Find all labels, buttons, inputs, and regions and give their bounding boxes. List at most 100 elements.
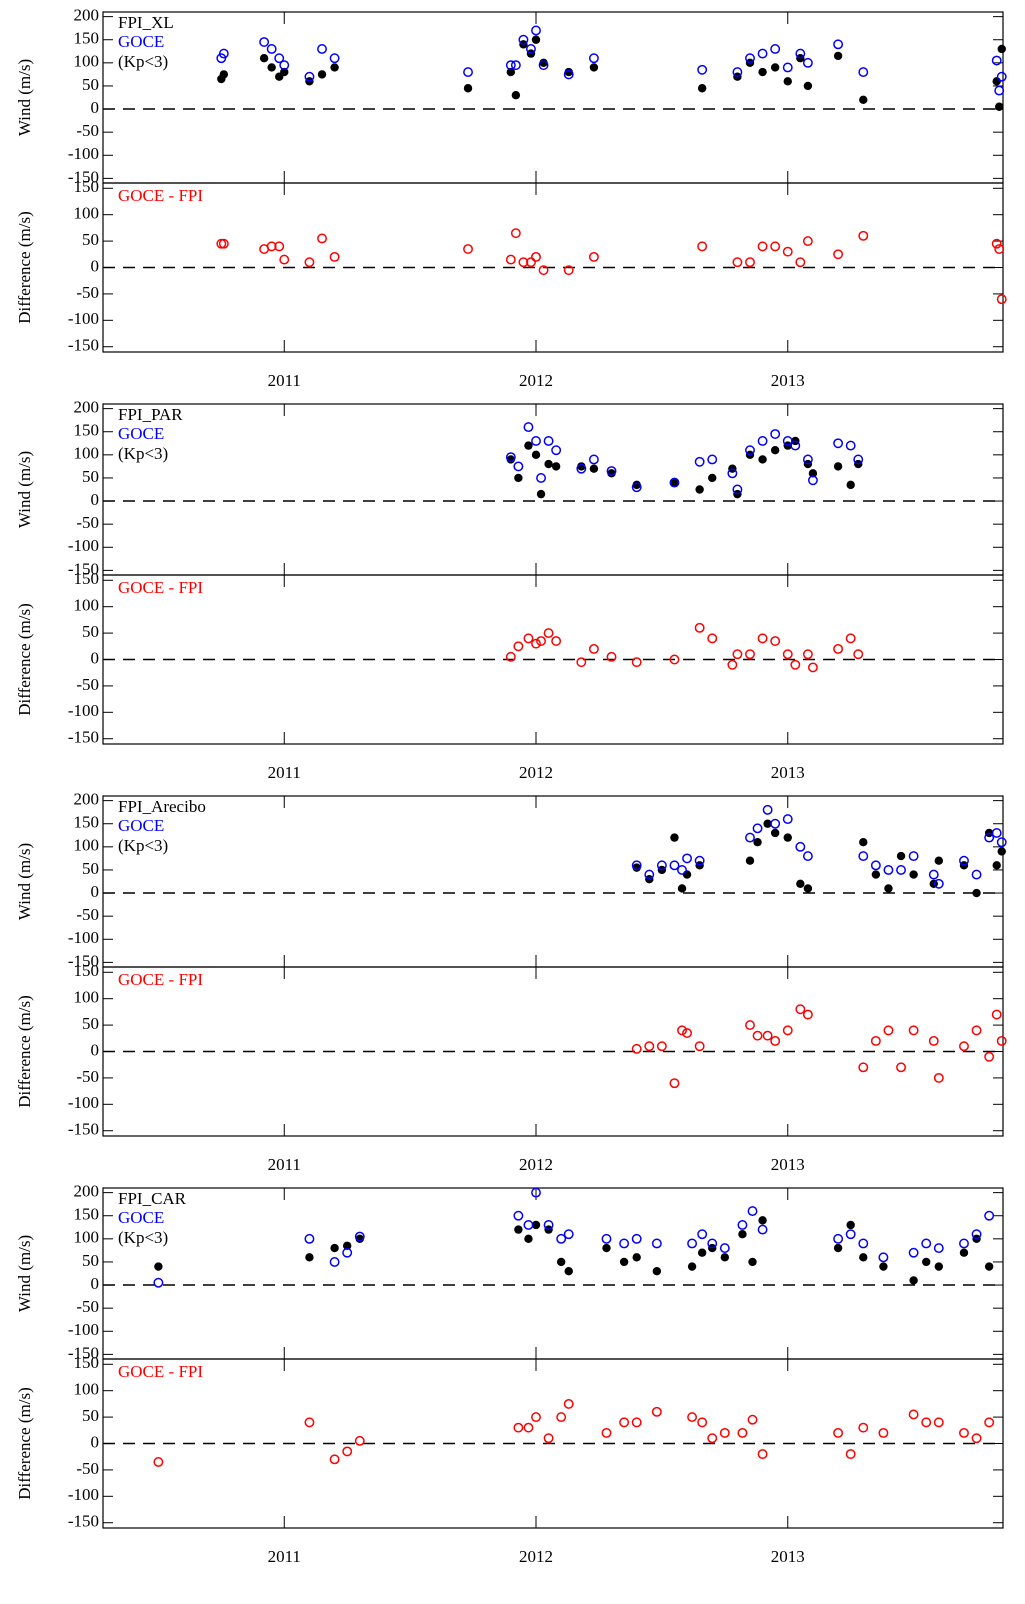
data-point <box>511 90 521 100</box>
data-point <box>463 244 473 254</box>
data-point <box>669 1078 680 1089</box>
data-point <box>619 1257 629 1267</box>
data-point <box>908 1247 919 1258</box>
data-point <box>563 1398 574 1409</box>
data-point <box>218 238 229 249</box>
data-point <box>576 657 587 668</box>
data-point <box>543 628 554 639</box>
data-point <box>871 870 881 879</box>
data-point <box>845 440 856 451</box>
y-tick-label: 150 <box>74 813 100 832</box>
y-tick-label: -50 <box>76 1297 99 1316</box>
data-point <box>933 878 944 889</box>
data-point <box>984 1051 995 1062</box>
data-point <box>266 241 277 252</box>
data-point <box>757 48 768 59</box>
plot-frame <box>102 11 1004 184</box>
data-point <box>266 44 277 54</box>
data-point <box>783 833 792 842</box>
data-point <box>858 1062 869 1073</box>
y-tick-label: -100 <box>68 701 99 720</box>
y-tick-label: 150 <box>74 1205 100 1224</box>
y-tick-label: 150 <box>74 569 100 588</box>
data-point <box>896 851 906 861</box>
data-point <box>695 485 704 494</box>
y-tick-label: 0 <box>91 1432 100 1451</box>
legend-label: FPI_CAR <box>118 1189 187 1208</box>
data-point <box>858 1238 869 1249</box>
data-point <box>317 70 327 79</box>
data-point <box>833 438 844 449</box>
y-tick-label: -50 <box>76 283 99 302</box>
data-point <box>330 1243 339 1253</box>
data-point <box>833 39 844 50</box>
data-point <box>833 1233 844 1244</box>
data-point <box>790 440 801 451</box>
y-axis-label: Wind (m/s) <box>15 1235 34 1312</box>
data-point <box>795 841 806 852</box>
x-tick-label: 2012 <box>519 1155 553 1174</box>
data-point <box>859 1253 868 1262</box>
data-point <box>745 445 755 456</box>
data-point <box>564 1266 573 1276</box>
y-tick-label: -100 <box>68 309 99 328</box>
data-point <box>631 482 642 493</box>
data-point <box>783 77 792 86</box>
y-tick-label: 50 <box>82 622 99 641</box>
y-tick-label: 0 <box>91 882 100 901</box>
y-tick-label: -150 <box>68 167 99 186</box>
data-point <box>682 853 693 864</box>
y-tick-label: 0 <box>91 256 100 275</box>
legend-label: GOCE <box>118 1208 164 1227</box>
data-point <box>752 1030 763 1041</box>
data-point <box>807 662 818 673</box>
data-point <box>996 837 1007 848</box>
data-point <box>677 1025 687 1036</box>
y-tick-label: 100 <box>74 1380 100 1399</box>
data-point <box>506 67 516 77</box>
legend-label: GOCE <box>118 424 164 443</box>
data-point <box>737 1427 748 1438</box>
y-tick-label: -150 <box>68 1512 99 1531</box>
x-tick-label: 2013 <box>771 1547 805 1566</box>
data-point <box>602 1243 611 1253</box>
data-point <box>803 81 813 91</box>
data-point <box>879 1262 888 1271</box>
y-tick-label: 50 <box>82 75 99 94</box>
data-point <box>732 484 743 495</box>
data-point <box>878 1427 889 1438</box>
data-point <box>707 454 718 465</box>
data-point <box>795 48 806 59</box>
data-point <box>304 1417 315 1428</box>
legend-label: GOCE - FPI <box>118 578 203 597</box>
data-point <box>631 1417 642 1428</box>
data-point <box>859 838 868 847</box>
data-point <box>463 84 473 93</box>
y-tick-label: -100 <box>68 928 99 947</box>
y-tick-label: 200 <box>74 790 100 809</box>
data-point <box>274 53 285 64</box>
data-point <box>707 1238 718 1249</box>
data-point <box>747 1414 758 1425</box>
data-point <box>883 1025 894 1036</box>
y-tick-label: 150 <box>74 421 100 440</box>
data-point <box>531 25 541 36</box>
data-point <box>274 241 285 252</box>
data-point <box>536 489 546 499</box>
x-tick-label: 2012 <box>519 371 553 390</box>
data-point <box>782 649 793 660</box>
y-tick-label: -100 <box>68 1093 99 1112</box>
data-point <box>526 44 536 54</box>
data-point <box>619 1238 630 1249</box>
x-tick-label: 2013 <box>771 1155 805 1174</box>
data-point <box>747 1206 758 1217</box>
data-point <box>632 1253 641 1262</box>
legend-label: FPI_XL <box>118 13 174 32</box>
data-point <box>304 257 315 268</box>
data-point <box>908 1409 919 1420</box>
data-point <box>884 884 893 893</box>
data-point <box>551 636 562 646</box>
data-point <box>908 851 919 862</box>
data-point <box>757 633 768 644</box>
data-point <box>153 1277 164 1288</box>
